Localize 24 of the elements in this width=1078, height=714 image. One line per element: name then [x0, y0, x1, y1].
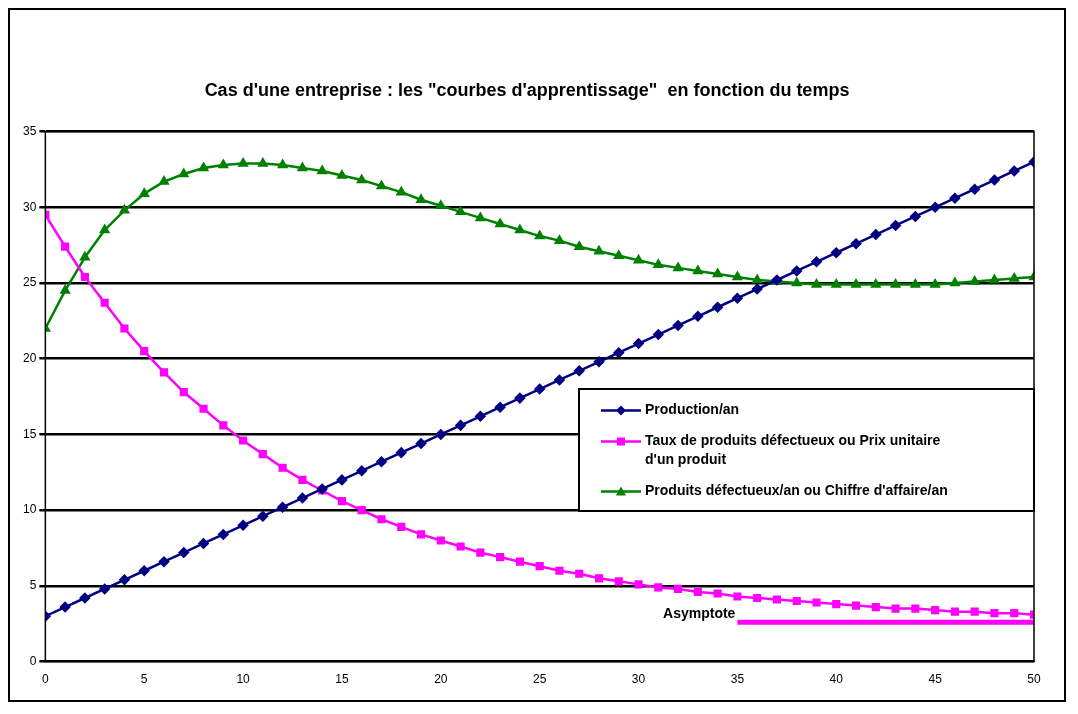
- series-label: Asymptote: [663, 605, 736, 622]
- legend-label: Taux de produits défectueux ou Prix unitaire d'un produit: [645, 432, 941, 468]
- legend-label: Production/an: [645, 401, 740, 418]
- x-tick-label: 45: [928, 672, 943, 687]
- chart-title: Cas d'une entreprise : les "courbes d'apprentissage" en fonction du temps: [204, 79, 850, 100]
- x-tick-label: 40: [829, 672, 844, 687]
- x-tick-label: 20: [434, 672, 448, 687]
- x-tick-label: 15: [335, 672, 349, 687]
- y-tick-label: 15: [22, 426, 37, 441]
- y-tick-label: 35: [22, 123, 37, 138]
- x-tick-label: 5: [140, 672, 148, 687]
- y-tick-label: 30: [22, 199, 37, 214]
- legend-label: Produits défectueux/an ou Chiffre d'affaire/an: [645, 482, 948, 499]
- x-tick-label: 10: [236, 672, 251, 687]
- y-tick-label: 20: [22, 351, 37, 366]
- y-tick-label: 25: [22, 275, 37, 290]
- y-tick-label: 0: [29, 653, 37, 668]
- y-tick-label: 10: [22, 502, 37, 517]
- x-tick-label: 35: [730, 672, 745, 687]
- x-tick-label: 30: [631, 672, 646, 687]
- x-tick-label: 50: [1027, 672, 1041, 687]
- x-tick-label: 25: [532, 672, 547, 687]
- y-tick-label: 5: [29, 578, 37, 593]
- x-tick-label: 0: [42, 672, 49, 687]
